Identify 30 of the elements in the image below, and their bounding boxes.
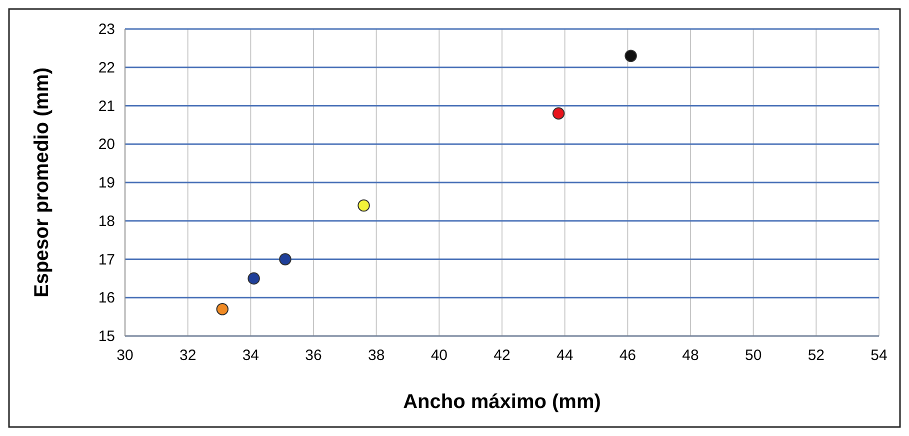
x-tick-label: 34 [242, 347, 260, 364]
point [624, 50, 637, 62]
x-tick-label: 30 [116, 347, 134, 364]
point [248, 272, 260, 285]
x-tick-label: 38 [368, 347, 385, 364]
y-axis-title: Espesor promedio (mm) [31, 67, 53, 298]
x-tick-label: 52 [808, 347, 825, 364]
y-tick-label: 21 [98, 98, 115, 115]
point [216, 303, 229, 316]
y-tick-label: 20 [98, 136, 115, 154]
y-tick-label: 15 [98, 328, 115, 345]
y-tick-label: 16 [98, 290, 115, 307]
x-tick-label: 40 [430, 347, 448, 364]
x-tick-label: 54 [870, 347, 888, 364]
point [358, 199, 370, 212]
x-tick-label: 48 [682, 347, 699, 364]
x-tick-label: 42 [494, 347, 510, 364]
y-tick-label: 23 [98, 21, 115, 38]
point [279, 253, 292, 266]
x-tick-label: 50 [744, 347, 762, 364]
y-tick-label: 19 [98, 174, 115, 192]
x-tick-label: 36 [305, 347, 322, 364]
x-tick-label: 46 [619, 347, 636, 364]
x-axis-title: Ancho máximo (mm) [403, 391, 601, 413]
y-tick-label: 17 [98, 251, 115, 268]
point [552, 107, 565, 120]
y-tick-label: 22 [98, 59, 115, 76]
y-tick-label: 18 [98, 212, 115, 230]
x-tick-label: 44 [556, 347, 574, 364]
x-tick-label: 32 [179, 347, 196, 364]
